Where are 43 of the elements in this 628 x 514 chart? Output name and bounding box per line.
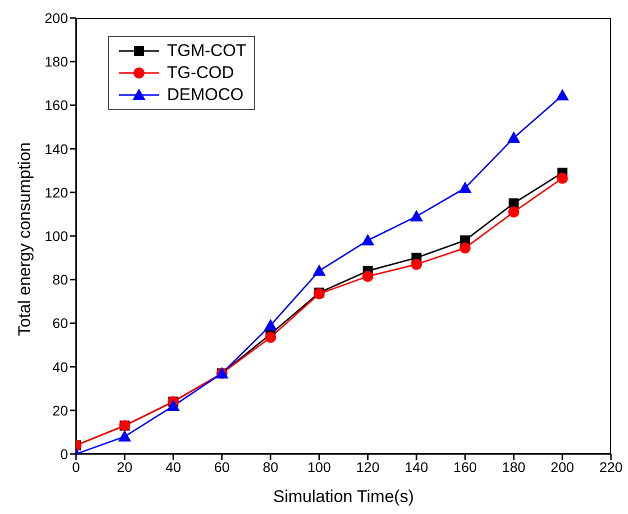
x-tick-label: 120 [356,458,380,475]
point [312,264,326,276]
x-axis-title: Simulation Time(s) [273,487,414,506]
x-tick-label: 20 [116,458,133,475]
y-tick-label: 40 [52,358,68,375]
point [556,172,568,184]
y-tick-label: 100 [44,228,68,244]
point [118,430,132,442]
point [556,88,569,100]
point [410,258,422,270]
point [166,400,180,412]
x-tick-label: 60 [214,458,230,475]
x-tick-label: 140 [404,458,428,475]
x-tick-label: 40 [165,458,182,475]
y-tick-label: 60 [52,315,68,332]
point [410,210,423,222]
point [361,234,374,246]
y-tick-label: 0 [60,446,68,462]
x-tick-label: 200 [550,458,574,475]
legend-label: TG-COD [167,62,234,84]
y-tick-label: 160 [44,97,68,114]
x-tick-label: 80 [262,458,279,475]
x-tick-label: 180 [502,458,526,475]
legend-label: TGM-COT [167,40,246,62]
point [362,270,374,282]
point [264,318,278,330]
y-tick-label: 120 [44,184,68,200]
point [508,206,520,218]
y-axis-title: Total energy consumption [15,142,34,336]
point [265,332,276,343]
point [458,182,472,194]
legend-label: DEMOCO [167,84,244,106]
x-tick-label: 220 [599,458,623,475]
y-tick-label: 140 [44,140,68,157]
y-tick-label: 200 [44,10,68,26]
point [507,131,520,143]
y-tick-label: 180 [44,54,68,70]
y-tick-label: 80 [52,272,68,288]
x-tick-label: 100 [308,458,332,475]
y-tick-label: 20 [52,402,68,418]
point [460,242,471,254]
x-tick-label: 0 [72,458,80,475]
x-tick-label: 160 [453,458,477,475]
